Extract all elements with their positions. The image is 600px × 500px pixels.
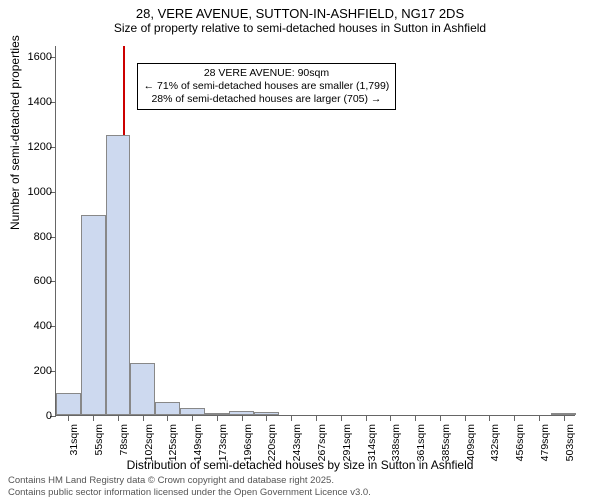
footer-attribution: Contains HM Land Registry data © Crown c… (8, 475, 371, 498)
plot-area: 28 VERE AVENUE: 90sqm ← 71% of semi-deta… (55, 46, 575, 416)
x-tick (415, 415, 416, 421)
x-tick (341, 415, 342, 421)
y-tick-label: 1600 (6, 51, 52, 63)
x-tick (366, 415, 367, 421)
annotation-line2: ← 71% of semi-detached houses are smalle… (144, 80, 390, 93)
y-tick-label: 1000 (6, 186, 52, 198)
annotation-line1: 28 VERE AVENUE: 90sqm (144, 67, 390, 80)
y-tick-label: 600 (6, 275, 52, 287)
x-tick (390, 415, 391, 421)
y-tick-label: 400 (6, 320, 52, 332)
x-tick (440, 415, 441, 421)
y-tick-label: 1200 (6, 141, 52, 153)
x-tick (93, 415, 94, 421)
x-tick (68, 415, 69, 421)
x-tick (217, 415, 218, 421)
x-axis-label: Distribution of semi-detached houses by … (0, 458, 600, 472)
x-tick (465, 415, 466, 421)
y-axis-label: Number of semi-detached properties (8, 35, 22, 230)
y-tick-label: 800 (6, 231, 52, 243)
annotation-box: 28 VERE AVENUE: 90sqm ← 71% of semi-deta… (137, 63, 397, 110)
x-tick (192, 415, 193, 421)
bar (180, 408, 205, 415)
chart-subtitle: Size of property relative to semi-detach… (0, 21, 600, 35)
x-tick (167, 415, 168, 421)
x-tick (539, 415, 540, 421)
bar (130, 363, 155, 415)
bar (106, 135, 131, 415)
y-tick-label: 1400 (6, 96, 52, 108)
x-tick (118, 415, 119, 421)
annotation-line3: 28% of semi-detached houses are larger (… (144, 93, 390, 106)
x-tick (514, 415, 515, 421)
x-tick (242, 415, 243, 421)
chart-title: 28, VERE AVENUE, SUTTON-IN-ASHFIELD, NG1… (0, 0, 600, 21)
chart-container: 28, VERE AVENUE, SUTTON-IN-ASHFIELD, NG1… (0, 0, 600, 500)
x-tick (266, 415, 267, 421)
bar (81, 215, 106, 415)
x-tick (564, 415, 565, 421)
y-tick-label: 0 (6, 410, 52, 422)
y-tick-label: 200 (6, 365, 52, 377)
footer-line2: Contains public sector information licen… (8, 487, 371, 498)
footer-line1: Contains HM Land Registry data © Crown c… (8, 475, 371, 486)
x-tick (489, 415, 490, 421)
bar (56, 393, 81, 415)
x-tick (143, 415, 144, 421)
x-tick (291, 415, 292, 421)
bar (155, 402, 180, 415)
x-tick (316, 415, 317, 421)
